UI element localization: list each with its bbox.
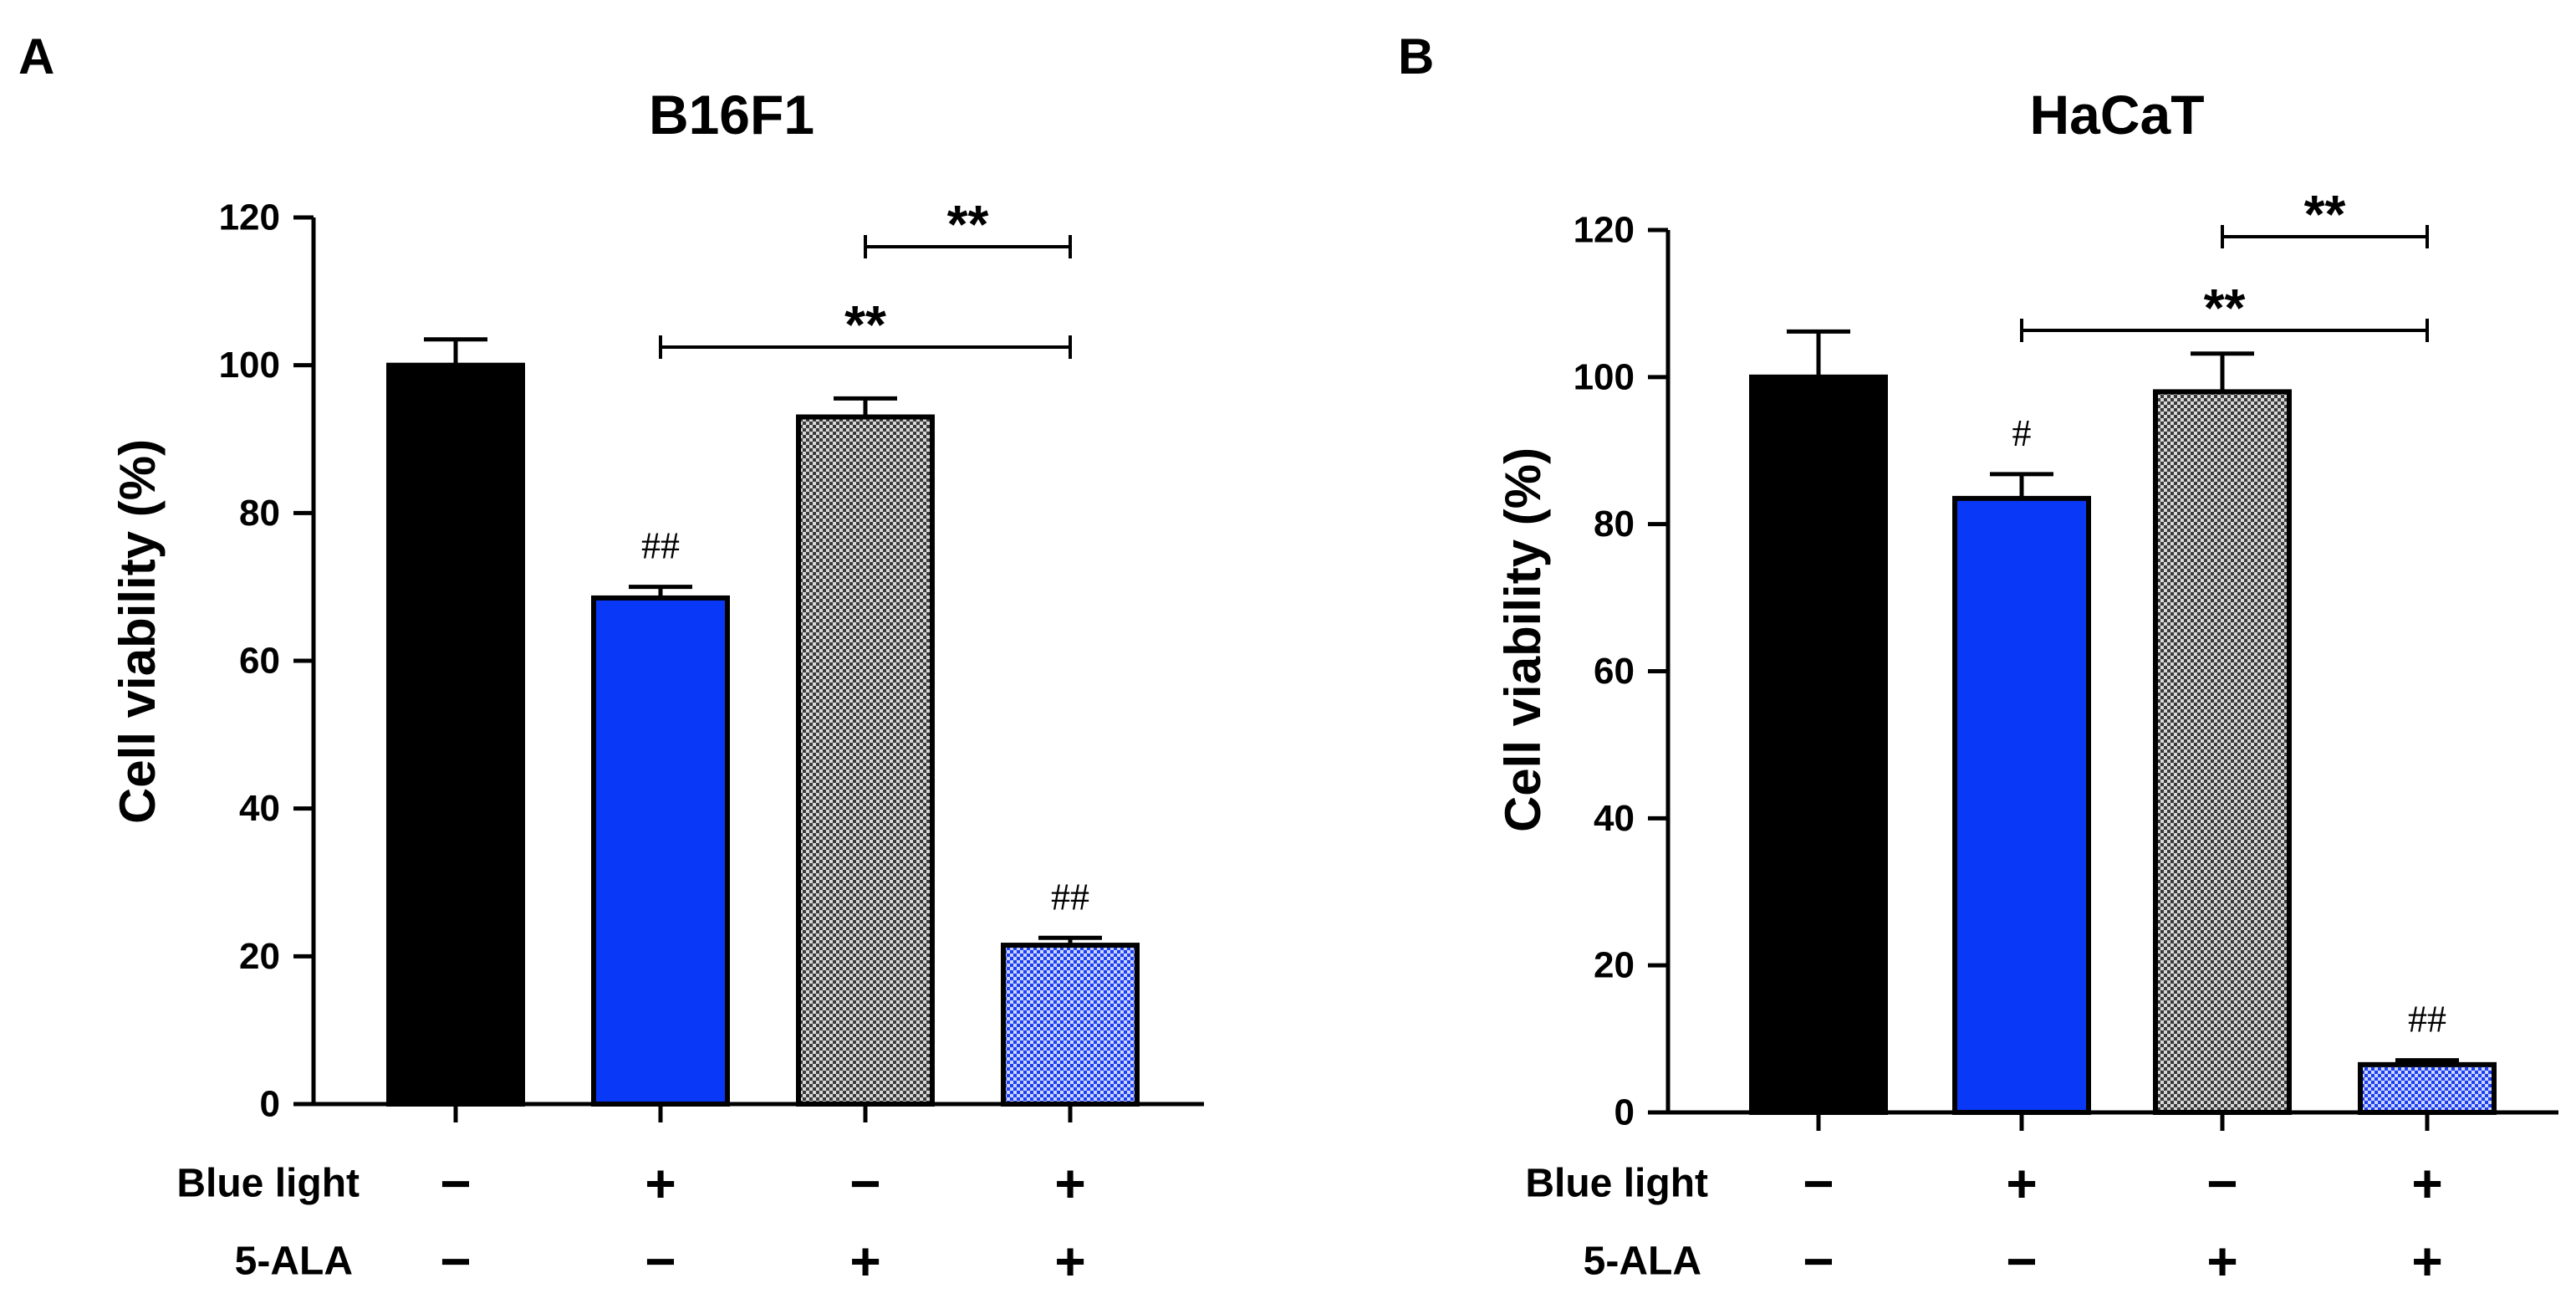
y-tick-label: 40 [239,788,280,829]
significance-stars: ** [2204,278,2246,338]
condition-sign: − [1803,1153,1834,1214]
significance-mark: ## [1051,875,1089,918]
significance-mark: ## [2408,998,2446,1040]
significance-stars: ** [2304,184,2346,244]
y-axis-label: Cell viability (%) [1495,447,1551,832]
condition-sign: − [2006,1231,2037,1291]
panel-a-b16f1: A B16F1 Cell viability (%) Blue light 5-… [18,28,1204,1291]
bar [591,595,730,1107]
y-tick-label: 40 [1594,798,1635,839]
significance-mark: # [2012,412,2032,454]
y-tick-label: 20 [1594,945,1635,986]
y-tick-label: 0 [1614,1092,1635,1133]
y-tick-label: 20 [239,936,280,977]
condition-sign: − [440,1153,471,1214]
significance-stars: ** [844,294,886,355]
bar [2358,1061,2497,1115]
condition-sign: − [1803,1231,1834,1291]
condition-sign: + [2411,1231,2442,1291]
y-tick-label: 80 [1594,504,1635,545]
panel-letter: A [18,28,54,84]
condition-row-label: 5-ALA [235,1240,353,1284]
panel-b-hacat: B HaCaT Cell viability (%) Blue light 5-… [1398,28,2558,1291]
y-tick-label: 100 [219,345,280,386]
condition-row-label: Blue light [1525,1162,1708,1206]
bar [1749,374,1888,1116]
significance-mark: ## [641,524,680,567]
condition-sign: + [1054,1153,1085,1214]
condition-sign: + [645,1153,676,1214]
y-tick-label: 120 [1574,210,1635,251]
significance-stars: ** [947,194,989,254]
condition-sign: − [849,1153,880,1214]
condition-sign: + [2206,1231,2237,1291]
bar [2153,389,2292,1115]
condition-sign: − [440,1231,471,1291]
condition-sign: + [849,1231,880,1291]
chart-title: HaCaT [2029,84,2204,146]
bar [386,362,525,1107]
panel-letter: B [1398,28,1434,84]
y-tick-label: 80 [239,493,280,534]
y-tick-label: 100 [1574,356,1635,397]
bar [1001,943,1140,1107]
y-tick-label: 60 [1594,651,1635,692]
condition-row-label: 5-ALA [1584,1240,1701,1284]
condition-row-label: Blue light [176,1162,360,1206]
bar [796,414,935,1107]
condition-sign: − [2206,1153,2237,1214]
condition-sign: − [645,1231,676,1291]
chart-title: B16F1 [649,84,814,146]
y-tick-label: 120 [219,197,280,238]
condition-sign: + [2411,1153,2442,1214]
y-tick-label: 60 [239,641,280,682]
y-tick-label: 0 [260,1084,280,1125]
bar [1952,495,2091,1115]
y-axis-label: Cell viability (%) [110,439,166,824]
condition-sign: + [1054,1231,1085,1291]
condition-sign: + [2006,1153,2037,1214]
